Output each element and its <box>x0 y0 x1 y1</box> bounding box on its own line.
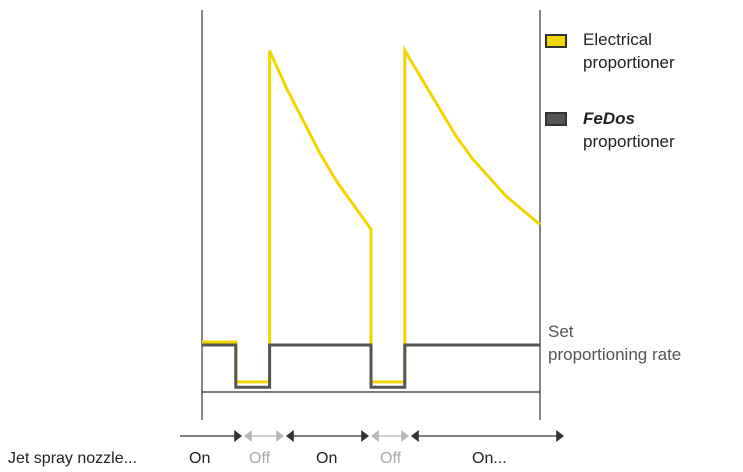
set-rate-label: Set proportioning rate <box>548 320 681 366</box>
timeline-row-label: Jet spray nozzle... <box>8 450 137 467</box>
timeline <box>180 430 564 442</box>
timeline-arrow-left-2 <box>244 430 252 442</box>
timeline-state-off-2: Off <box>380 450 402 467</box>
series-line-electrical <box>202 45 541 384</box>
legend-electrical-line1: Electrical <box>583 30 652 49</box>
set-rate-label-line1: Set <box>548 322 574 341</box>
legend-swatch-electrical <box>545 34 567 48</box>
timeline-arrow-right-1 <box>234 430 242 442</box>
axes <box>201 10 541 420</box>
series-line-fedos <box>202 343 540 389</box>
legend-label-electrical: Electrical proportioner <box>583 28 675 74</box>
timeline-arrow-left-5 <box>411 430 419 442</box>
timeline-arrow-right-3 <box>361 430 369 442</box>
timeline-arrow-left-4 <box>371 430 379 442</box>
timeline-state-on-1: On <box>189 450 211 467</box>
timeline-state-on-3: On... <box>472 450 507 467</box>
legend-fedos-line2: proportioner <box>583 132 675 151</box>
timeline-arrow-left-3 <box>286 430 294 442</box>
legend-fedos-line1: FeDos <box>583 109 635 128</box>
timeline-arrow-right-5 <box>556 430 564 442</box>
legend-swatch-fedos <box>545 112 567 126</box>
timeline-arrow-right-2 <box>276 430 284 442</box>
legend-label-fedos: FeDos proportioner <box>583 107 675 153</box>
timeline-state-off-1: Off <box>249 450 271 467</box>
series-lines <box>202 45 541 389</box>
legend-electrical-line2: proportioner <box>583 53 675 72</box>
timeline-arrow-right-4 <box>401 430 409 442</box>
timeline-state-on-2: On <box>316 450 338 467</box>
set-rate-label-line2: proportioning rate <box>548 345 682 364</box>
